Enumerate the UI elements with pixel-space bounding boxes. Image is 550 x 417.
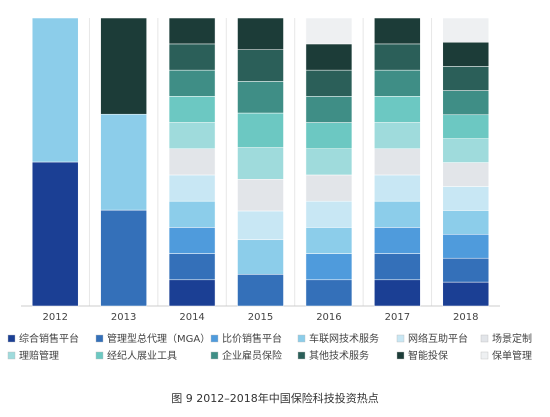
x-tick-label: 2016 <box>316 312 341 323</box>
legend-label: 车联网技术服务 <box>309 332 379 345</box>
legend-swatch <box>396 351 405 360</box>
bar-segment <box>374 122 421 150</box>
legend-label: 场景定制 <box>492 332 532 345</box>
legend-label: 保单管理 <box>492 349 532 362</box>
bar-segment <box>442 281 490 307</box>
bar-segment <box>168 227 216 254</box>
bar-segment <box>374 148 421 176</box>
bar-segment <box>305 148 353 176</box>
legend-swatch <box>480 351 489 360</box>
bar-segment <box>442 234 490 259</box>
bar-segment <box>442 210 490 235</box>
bar-segment <box>305 227 353 254</box>
bar-segment <box>237 210 284 241</box>
bar-segment <box>31 161 79 307</box>
bar-segment <box>374 253 421 281</box>
bar-segment <box>442 138 490 163</box>
x-tick-label: 2014 <box>179 312 204 323</box>
bar-segment <box>374 174 421 202</box>
bar-segment <box>168 122 216 150</box>
bar-segment <box>305 200 353 228</box>
bar-segment <box>168 96 216 123</box>
bar-segment <box>442 66 490 91</box>
bar-segment <box>374 227 421 254</box>
x-tick-label: 2013 <box>111 312 136 323</box>
bar-segment <box>442 114 490 139</box>
caption: 图 9 2012–2018年中国保险科技投资热点 <box>171 391 378 405</box>
bar-segment <box>100 17 147 115</box>
bar-segment <box>374 69 421 97</box>
legend-swatch <box>95 351 104 360</box>
bar-segment <box>442 90 490 116</box>
bar-segment <box>168 174 216 202</box>
bar-segment <box>237 17 284 50</box>
bar-segment <box>100 113 147 211</box>
bar-segment <box>100 209 147 307</box>
bar-segment <box>374 43 421 71</box>
legend-swatch <box>7 334 16 343</box>
bar-segment <box>168 279 216 307</box>
x-tick-label: 2012 <box>42 312 67 323</box>
legend-swatch <box>7 351 16 360</box>
bar-segment <box>442 186 490 211</box>
x-tick-label: 2018 <box>453 312 478 323</box>
legend-label: 管理型总代理（MGA） <box>107 332 210 345</box>
bar-segment <box>374 96 421 123</box>
bar-segment <box>237 112 284 148</box>
legend-swatch <box>480 334 489 343</box>
bar-segment <box>237 147 284 180</box>
bar-segment <box>168 253 216 281</box>
bar-segment <box>442 17 490 43</box>
legend-swatch <box>210 334 219 343</box>
bar-segment <box>31 17 79 163</box>
bar-segment <box>168 17 216 45</box>
bar-segment <box>168 148 216 176</box>
legend-swatch <box>297 334 306 343</box>
legend-swatch <box>95 334 104 343</box>
bar-segment <box>374 17 421 45</box>
legend-swatch <box>396 334 405 343</box>
bar-segment <box>305 43 353 71</box>
bar-segment <box>305 122 353 150</box>
legend-label: 企业雇员保险 <box>222 349 282 362</box>
bar-segment <box>237 81 284 114</box>
legend-label: 综合销售平台 <box>19 332 79 345</box>
bar-segment <box>237 274 284 307</box>
bar-segment <box>442 162 490 187</box>
bar-segment <box>168 43 216 71</box>
bar-segment <box>305 69 353 97</box>
legend-label: 网络互助平台 <box>408 332 468 345</box>
bar-segment <box>305 253 353 281</box>
bar-segment <box>237 49 284 82</box>
bar-segment <box>168 69 216 97</box>
bar-segment <box>442 257 490 283</box>
legend-label: 比价销售平台 <box>222 332 282 345</box>
legend-swatch <box>210 351 219 360</box>
bar-segment <box>237 239 284 275</box>
legend-label: 理赔管理 <box>19 349 59 362</box>
bar-segment <box>305 17 353 45</box>
bar-segment <box>374 200 421 228</box>
bar-segment <box>374 279 421 307</box>
x-tick-label: 2017 <box>385 312 410 323</box>
bar-segment <box>305 174 353 202</box>
legend-swatch <box>297 351 306 360</box>
x-tick-label: 2015 <box>248 312 273 323</box>
bar-segment <box>305 96 353 123</box>
legend-label: 其他技术服务 <box>309 349 369 362</box>
bar-segment <box>237 179 284 212</box>
legend-label: 智能投保 <box>408 349 448 362</box>
bar-segment <box>305 279 353 307</box>
bar-segment <box>442 41 490 67</box>
bar-segment <box>168 200 216 228</box>
legend-label: 经纪人展业工具 <box>107 349 177 362</box>
